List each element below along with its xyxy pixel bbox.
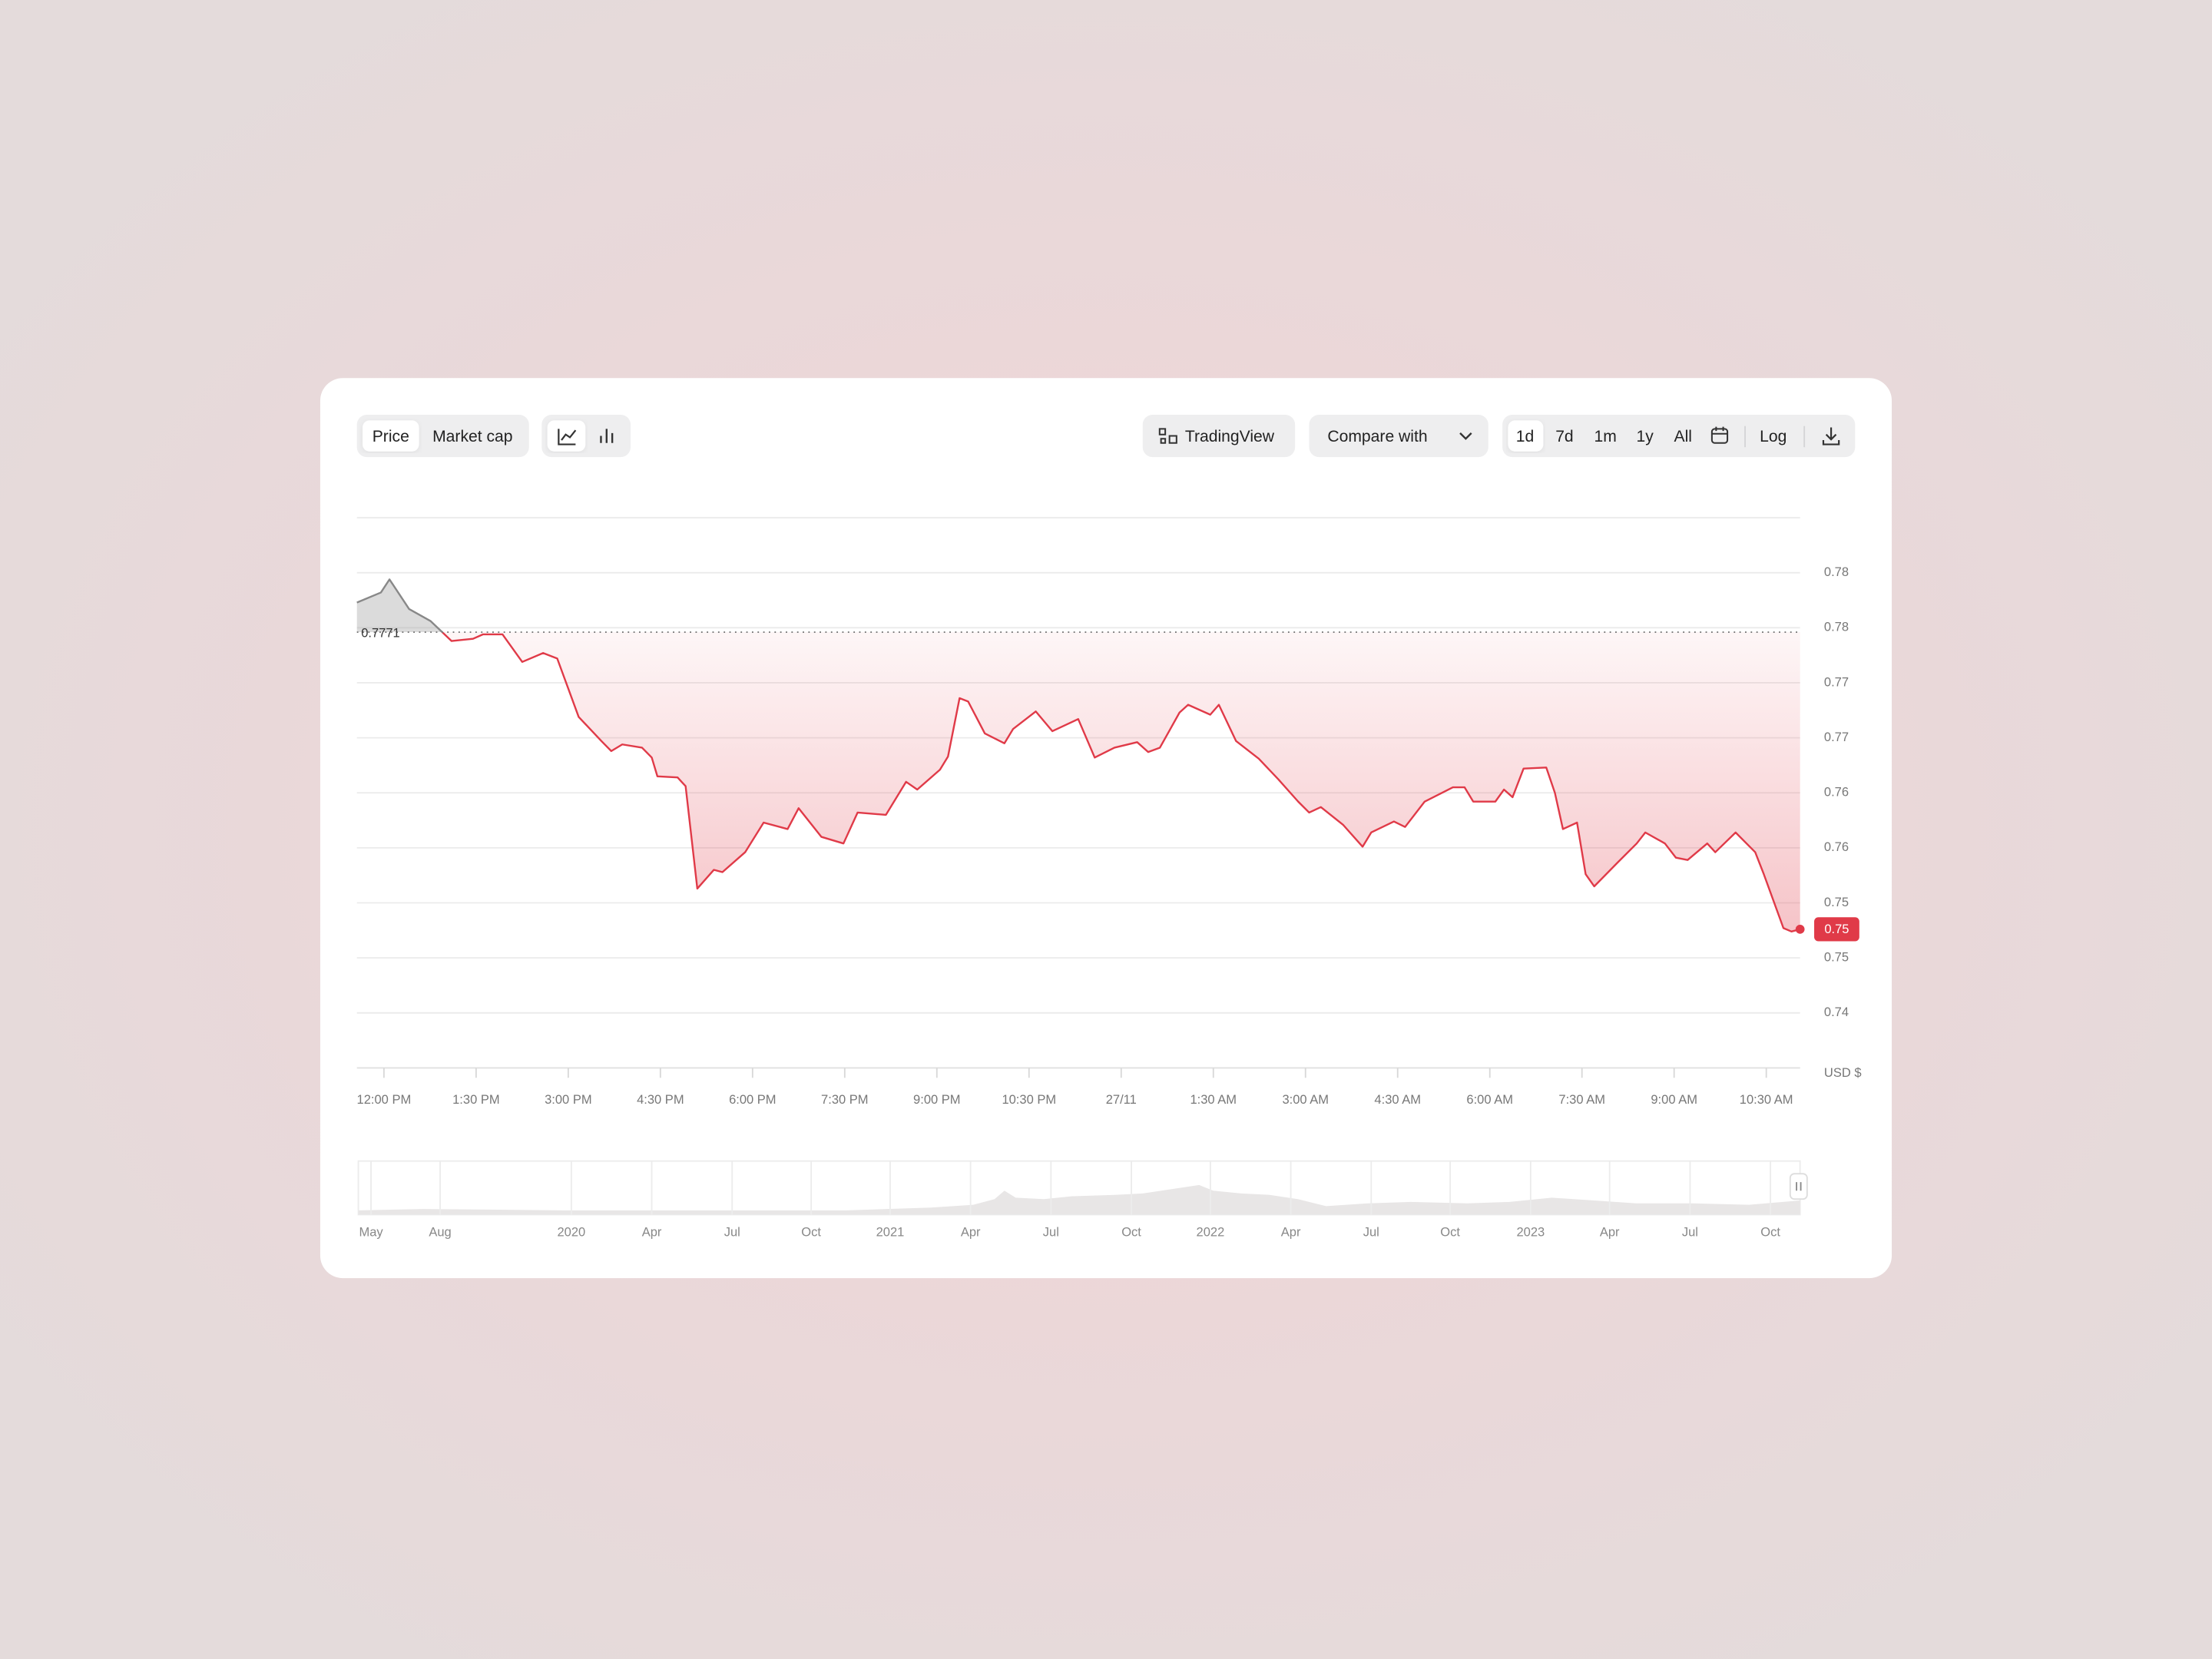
x-tick-label: 1:30 AM xyxy=(1190,1092,1237,1107)
navigator-label: Apr xyxy=(1281,1225,1301,1240)
navigator-label: Apr xyxy=(961,1225,981,1240)
navigator-label: Oct xyxy=(1760,1225,1780,1240)
y-tick-label: 0.75 xyxy=(1824,950,1849,965)
navigator-label: Oct xyxy=(801,1225,821,1240)
y-tick-label: 0.78 xyxy=(1824,620,1849,634)
area-fill-above xyxy=(356,579,442,633)
tradingview-icon xyxy=(1158,428,1177,444)
y-tick-label: 0.77 xyxy=(1824,674,1849,689)
navigator-handle[interactable] xyxy=(1789,1173,1808,1200)
handle-grip xyxy=(1796,1182,1802,1191)
navigator-label: 2022 xyxy=(1197,1225,1225,1240)
y-unit-label: USD $ xyxy=(1824,1065,1862,1080)
x-tick-label: 10:30 AM xyxy=(1740,1092,1793,1107)
navigator-label: May xyxy=(359,1225,383,1240)
navigator-label: Jul xyxy=(1363,1225,1379,1240)
x-tick-label: 3:00 PM xyxy=(545,1092,592,1107)
x-tick-label: 6:00 AM xyxy=(1466,1092,1513,1107)
navigator-label: Jul xyxy=(1043,1225,1059,1240)
navigator-label: Aug xyxy=(429,1225,451,1240)
plot: 0.78 0.78 0.77 0.77 0.76 0.76 0.75 0.75 0.74 USD … xyxy=(356,517,1862,1107)
navigator-label: Jul xyxy=(1682,1225,1698,1240)
calendar-button[interactable] xyxy=(1710,428,1729,444)
x-tick-label: 12:00 PM xyxy=(357,1092,412,1107)
x-tick-label: 9:00 PM xyxy=(913,1092,961,1107)
x-tick-label: 7:30 PM xyxy=(821,1092,869,1107)
x-tick-label: 9:00 AM xyxy=(1651,1092,1697,1107)
compare-label[interactable]: Compare with xyxy=(1327,428,1427,445)
navigator-label: 2023 xyxy=(1516,1225,1545,1240)
chevron-icon xyxy=(1459,432,1472,440)
calendar-icon xyxy=(1711,426,1728,435)
tab-market-cap[interactable]: Market cap xyxy=(432,428,512,445)
x-tick-label: 10:30 PM xyxy=(1002,1092,1056,1107)
end-badge xyxy=(1814,917,1859,942)
x-tick-label: 6:00 PM xyxy=(729,1092,777,1107)
navigator-label: 2020 xyxy=(558,1225,586,1240)
x-tick-label: 4:30 PM xyxy=(637,1092,684,1107)
navigator-label: Apr xyxy=(1600,1225,1620,1240)
line-icon xyxy=(558,429,577,445)
navigator-grid: May Aug 2020 Apr Jul Oct 2021 Apr Jul Oct 2022 Apr J… xyxy=(359,1161,1780,1240)
y-tick-label: 0.75 xyxy=(1824,895,1849,909)
reference-label: 0.7771 xyxy=(361,625,400,640)
y-tick-label: 0.76 xyxy=(1824,785,1849,800)
range-button[interactable]: 7d xyxy=(1555,428,1573,445)
end-dot xyxy=(1795,925,1805,934)
y-tick-label: 0.77 xyxy=(1824,730,1849,744)
x-tick-label: 27/11 xyxy=(1106,1092,1137,1107)
navigator-label: Jul xyxy=(724,1225,740,1240)
navigator-area xyxy=(358,1184,1800,1215)
range-button[interactable]: All xyxy=(1674,428,1691,445)
download-button[interactable] xyxy=(1822,427,1840,445)
range-group xyxy=(1502,415,1856,458)
y-tick-label: 0.74 xyxy=(1824,1005,1849,1019)
x-tick-label: 7:30 AM xyxy=(1558,1092,1605,1107)
compare-dropdown[interactable] xyxy=(1309,415,1488,458)
range-buttons: 1d 7d 1m 1y All xyxy=(1516,428,1692,445)
navigator-label: Oct xyxy=(1440,1225,1460,1240)
navigator-label: Apr xyxy=(642,1225,662,1240)
tab-price[interactable]: Price xyxy=(373,428,409,445)
x-tick-label: 3:00 AM xyxy=(1282,1092,1329,1107)
range-button[interactable]: 1d xyxy=(1516,428,1534,445)
y-tick-label: 0.76 xyxy=(1824,839,1849,854)
log-button[interactable]: Log xyxy=(1760,428,1786,445)
navigator-label: Oct xyxy=(1121,1225,1141,1240)
price-line xyxy=(441,632,1800,932)
x-tick-label: 4:30 AM xyxy=(1374,1092,1421,1107)
card xyxy=(320,378,1892,1279)
range-button[interactable]: 1y xyxy=(1636,428,1654,445)
y-tick-label: 0.78 xyxy=(1824,565,1849,579)
range-button[interactable]: 1m xyxy=(1594,428,1617,445)
end-label: 0.75 xyxy=(1824,922,1849,936)
bar-chart-button[interactable] xyxy=(600,429,614,443)
navigator-label: 2021 xyxy=(876,1225,905,1240)
tradingview-label[interactable]: TradingView xyxy=(1185,428,1275,445)
tradingview-button[interactable] xyxy=(1142,415,1296,458)
range-active[interactable] xyxy=(1508,420,1544,452)
tab-active[interactable] xyxy=(363,420,419,452)
x-tick-label: 1:30 PM xyxy=(452,1092,500,1107)
area-fill xyxy=(356,632,1800,932)
